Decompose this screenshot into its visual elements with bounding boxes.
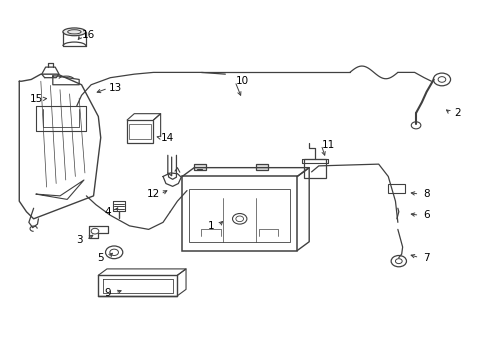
Text: 14: 14 — [161, 133, 174, 143]
Text: 16: 16 — [82, 30, 95, 40]
Bar — [387, 184, 404, 193]
Text: 12: 12 — [146, 189, 160, 199]
Text: 1: 1 — [207, 221, 214, 231]
Text: 15: 15 — [29, 94, 42, 104]
Bar — [256, 164, 268, 170]
Bar — [194, 164, 206, 170]
Bar — [189, 189, 289, 242]
Ellipse shape — [63, 28, 86, 36]
Bar — [127, 120, 153, 143]
Text: 3: 3 — [76, 235, 82, 245]
Text: 6: 6 — [423, 210, 429, 220]
Text: 4: 4 — [104, 207, 111, 217]
Text: 5: 5 — [97, 253, 104, 262]
Text: 10: 10 — [235, 76, 248, 86]
Text: 8: 8 — [423, 189, 429, 199]
Bar — [304, 159, 325, 178]
Text: 2: 2 — [453, 108, 460, 118]
Text: 13: 13 — [108, 83, 122, 93]
Text: 7: 7 — [423, 253, 429, 262]
Text: 11: 11 — [321, 140, 334, 150]
Text: 9: 9 — [104, 288, 111, 298]
Bar — [129, 123, 151, 139]
Bar — [182, 176, 297, 251]
